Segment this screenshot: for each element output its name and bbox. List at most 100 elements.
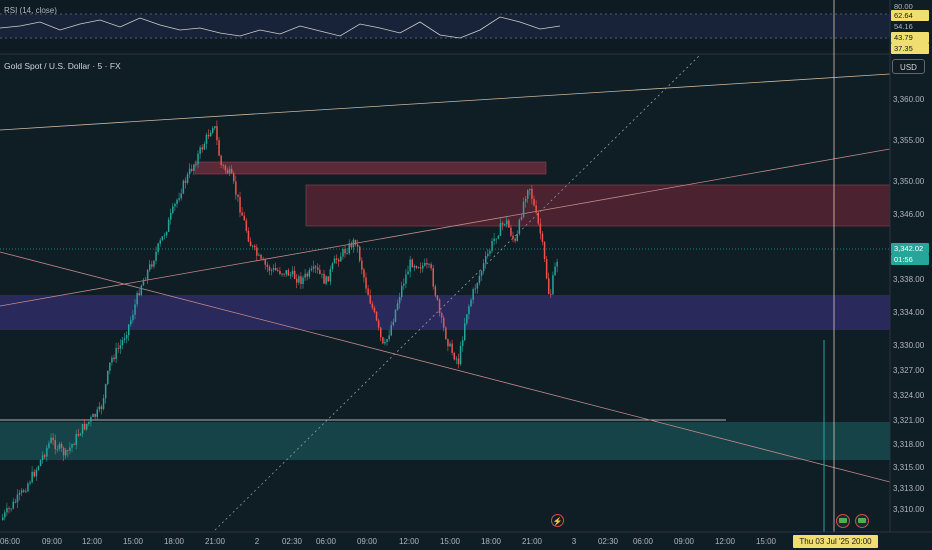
candle-body: [128, 324, 130, 336]
candle-body: [264, 260, 266, 265]
candle-body: [151, 264, 153, 267]
candle-body: [119, 345, 122, 349]
currency-button[interactable]: USD: [892, 59, 925, 74]
candle-body: [516, 233, 518, 241]
candle-body: [522, 201, 525, 218]
candle-body: [503, 224, 506, 226]
candle-body: [237, 194, 239, 197]
candle-body: [205, 134, 208, 144]
candle-body: [424, 263, 426, 266]
candle-body: [453, 352, 455, 360]
candle-body: [291, 270, 294, 275]
time-tick: 21:00: [204, 537, 226, 546]
candle-body: [81, 424, 84, 434]
candle-body: [409, 259, 411, 272]
candle-body: [333, 258, 336, 264]
candle-body: [96, 409, 98, 417]
calendar-event-icon[interactable]: [836, 514, 850, 528]
price-tick: 3,313.00: [893, 484, 925, 493]
candle-body: [512, 235, 514, 239]
price-tick: 3,318.00: [893, 440, 925, 449]
time-tick: 09:00: [41, 537, 63, 546]
time-tick: 09:00: [356, 537, 378, 546]
candle-body: [340, 256, 342, 262]
candle-body: [361, 260, 363, 270]
candle-body: [37, 466, 40, 470]
resistance-zone-small: [194, 161, 547, 175]
time-tick: 12:00: [398, 537, 420, 546]
candle-body: [31, 471, 33, 483]
candle-body: [323, 273, 325, 284]
price-tick: 3,310.00: [893, 505, 925, 514]
candle-body: [422, 265, 424, 269]
candle-body: [209, 132, 212, 137]
candle-body: [46, 447, 48, 457]
symbol-title: Gold Spot / U.S. Dollar · 5 · FX: [4, 61, 121, 71]
time-tick: 02:30: [281, 537, 303, 546]
candle-body: [214, 126, 216, 129]
candle-body: [541, 233, 544, 242]
candle-body: [428, 264, 430, 265]
price-tick: 3,346.00: [893, 210, 925, 219]
candle-body: [163, 235, 166, 237]
candle-body: [365, 277, 367, 289]
candle-body: [482, 263, 485, 272]
candle-body: [359, 246, 361, 261]
candle-body: [308, 270, 311, 277]
candle-body: [113, 357, 115, 360]
time-tick: 06:00: [632, 537, 654, 546]
candle-body: [426, 263, 428, 265]
candle-body: [407, 271, 409, 275]
candle-body: [165, 231, 168, 236]
candle-body: [367, 288, 369, 296]
price-tick: 3,330.00: [893, 341, 925, 350]
candle-body: [356, 244, 359, 247]
candle-body: [298, 276, 300, 283]
candle-body: [182, 180, 185, 194]
candle-body: [75, 434, 77, 445]
candle-body: [94, 414, 96, 417]
candle-body: [369, 295, 371, 304]
candle-body: [451, 343, 453, 353]
calendar-event-icon[interactable]: [855, 514, 869, 528]
candle-body: [384, 341, 386, 344]
candle-body: [188, 168, 191, 175]
candle-body: [394, 309, 397, 322]
candle-body: [306, 273, 308, 277]
candle-body: [518, 219, 521, 234]
candle-body: [41, 455, 44, 460]
time-tick: 06:00: [315, 537, 337, 546]
candle-body: [111, 357, 113, 363]
candle-body: [537, 212, 539, 224]
candle-body: [501, 223, 504, 225]
price-tick: 3,350.00: [893, 177, 925, 186]
price-tick: 3,338.00: [893, 275, 925, 284]
candle-body: [161, 236, 164, 241]
lightning-icon[interactable]: ⚡: [551, 514, 564, 527]
candle-body: [535, 205, 537, 213]
candle-body: [281, 273, 283, 275]
candle-body: [539, 223, 542, 234]
candle-body: [109, 362, 111, 371]
candle-body: [270, 269, 273, 271]
candle-body: [432, 268, 434, 287]
candle-body: [335, 258, 338, 260]
candle-body: [419, 267, 422, 269]
candlesticks: [2, 120, 558, 521]
candle-body: [104, 384, 107, 399]
candle-body: [224, 165, 227, 171]
candle-body: [241, 212, 243, 216]
candle-body: [296, 278, 298, 283]
candle-body: [283, 273, 285, 275]
candle-body: [226, 170, 229, 174]
candle-body: [117, 348, 119, 349]
candle-body: [279, 270, 281, 275]
candle-body: [239, 196, 241, 213]
candle-body: [33, 471, 35, 477]
candle-body: [495, 238, 497, 240]
candle-body: [23, 490, 25, 492]
candle-body: [373, 307, 376, 312]
price-tick: 3,355.00: [893, 136, 925, 145]
candle-body: [186, 174, 189, 183]
